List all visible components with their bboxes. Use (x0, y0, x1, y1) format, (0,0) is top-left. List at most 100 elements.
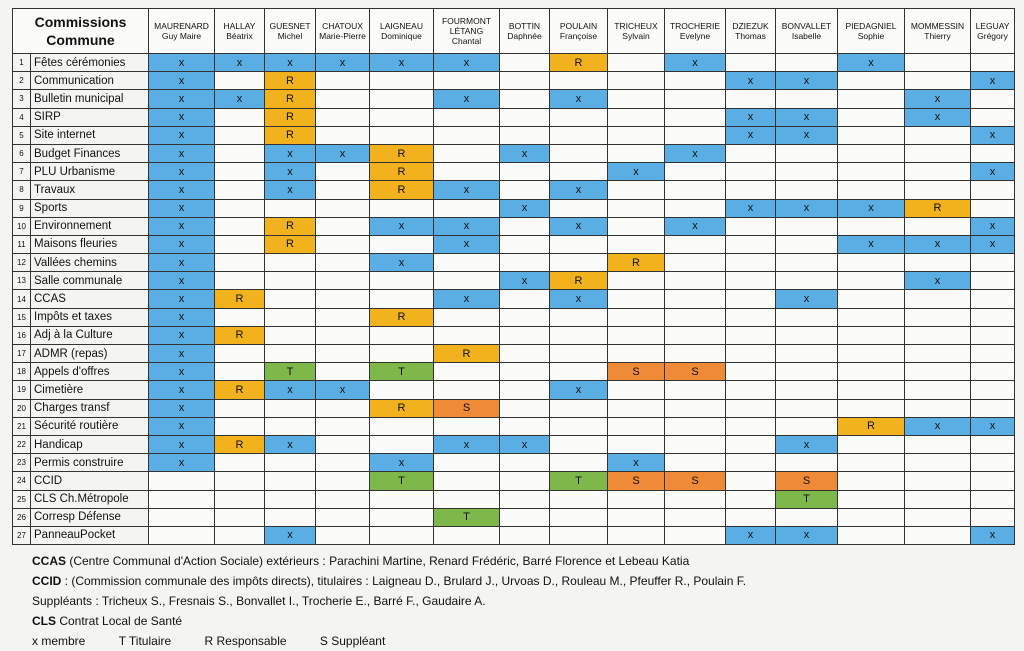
assignment-cell (904, 453, 971, 473)
assignment-cell (264, 253, 316, 273)
assignment-cell: S (664, 471, 726, 491)
assignment-cell (264, 489, 316, 509)
assignment-cell (775, 380, 838, 400)
assignment-cell (904, 307, 971, 327)
assignment-cell (725, 343, 776, 364)
assignment-cell: x (549, 380, 608, 400)
assignment-cell: x (148, 198, 215, 218)
assignment-cell (433, 525, 500, 546)
assignment-cell: R (904, 198, 971, 218)
ccid-note: CCID : (Commission communale des impôts … (32, 574, 747, 588)
assignment-cell: x (148, 89, 215, 109)
assignment-cell (499, 471, 550, 491)
assignment-cell (315, 234, 370, 255)
assignment-cell: x (369, 453, 434, 473)
assignment-cell (970, 180, 1015, 200)
assignment-cell (775, 325, 838, 346)
row-number: 11 (12, 234, 31, 255)
assignment-cell (775, 234, 838, 255)
assignment-cell (549, 507, 608, 527)
assignment-cell (970, 52, 1015, 73)
assignment-cell: x (837, 198, 905, 218)
assignment-cell (499, 307, 550, 327)
assignment-cell: x (315, 52, 370, 73)
commission-name: Sports (30, 198, 149, 218)
assignment-cell (607, 307, 665, 327)
assignment-cell (837, 398, 905, 418)
member-header: DZIEZUK Thomas (725, 8, 776, 54)
assignment-cell: x (549, 89, 608, 109)
assignment-cell (904, 52, 971, 73)
assignment-cell: x (148, 434, 215, 455)
assignment-cell (315, 325, 370, 346)
assignment-cell (837, 525, 905, 546)
assignment-cell (837, 253, 905, 273)
assignment-cell (725, 89, 776, 109)
assignment-cell (214, 507, 265, 527)
assignment-cell: x (549, 216, 608, 236)
assignment-cell (725, 180, 776, 200)
header-row: Commissions Commune MAURENARD Guy Maire H… (12, 8, 1015, 54)
assignment-cell (607, 343, 665, 364)
assignment-cell (775, 271, 838, 291)
commission-name: Site internet (30, 125, 149, 145)
assignment-cell (433, 453, 500, 473)
assignment-cell: R (214, 434, 265, 455)
assignment-cell (315, 180, 370, 200)
assignment-cell: x (970, 234, 1015, 255)
assignment-cell: x (264, 143, 316, 164)
assignment-cell (549, 198, 608, 218)
assignment-cell (499, 453, 550, 473)
assignment-cell (775, 253, 838, 273)
assignment-cell: x (148, 380, 215, 400)
assignment-cell (607, 380, 665, 400)
member-header: POULAIN Françoise (549, 8, 608, 54)
assignment-cell (214, 71, 265, 91)
assignment-cell: x (499, 143, 550, 164)
assignment-cell: x (775, 434, 838, 455)
assignment-cell (433, 162, 500, 182)
assignment-cell: x (148, 180, 215, 200)
ccas-note: CCAS (Centre Communal d'Action Sociale) … (32, 554, 690, 568)
assignment-cell (499, 380, 550, 400)
assignment-cell: R (264, 216, 316, 236)
assignment-cell (607, 71, 665, 91)
assignment-cell: x (148, 52, 215, 73)
assignment-cell: x (433, 234, 500, 255)
assignment-cell (214, 125, 265, 145)
assignment-cell: x (837, 52, 905, 73)
commission-name: Appels d'offres (30, 362, 149, 382)
assignment-cell (499, 489, 550, 509)
commission-name: PanneauPocket (30, 525, 149, 546)
assignment-cell (549, 325, 608, 346)
table-row: 26 Corresp Défense T (12, 507, 1015, 527)
assignment-cell (664, 453, 726, 473)
assignment-cell (664, 271, 726, 291)
suppleants-note: Suppléants : Tricheux S., Fresnais S., B… (32, 594, 486, 608)
assignment-cell (970, 362, 1015, 382)
commission-name: PLU Urbanisme (30, 162, 149, 182)
assignment-cell (664, 253, 726, 273)
assignment-cell (837, 216, 905, 236)
assignment-cell: R (369, 143, 434, 164)
assignment-cell (904, 380, 971, 400)
assignment-cell (433, 325, 500, 346)
assignment-cell (775, 52, 838, 73)
assignment-cell (607, 125, 665, 145)
assignment-cell (264, 289, 316, 309)
assignment-cell (214, 343, 265, 364)
assignment-cell: T (433, 507, 500, 527)
assignment-cell (775, 143, 838, 164)
assignment-cell (214, 216, 265, 236)
assignment-cell (904, 507, 971, 527)
legend-responsable: R Responsable (204, 634, 287, 648)
assignment-cell: R (549, 271, 608, 291)
table-row: 17 ADMR (repas) x R (12, 343, 1015, 364)
commission-name: Communication (30, 71, 149, 91)
commission-name: CCAS (30, 289, 149, 309)
assignment-cell (499, 507, 550, 527)
commission-name: SIRP (30, 107, 149, 127)
